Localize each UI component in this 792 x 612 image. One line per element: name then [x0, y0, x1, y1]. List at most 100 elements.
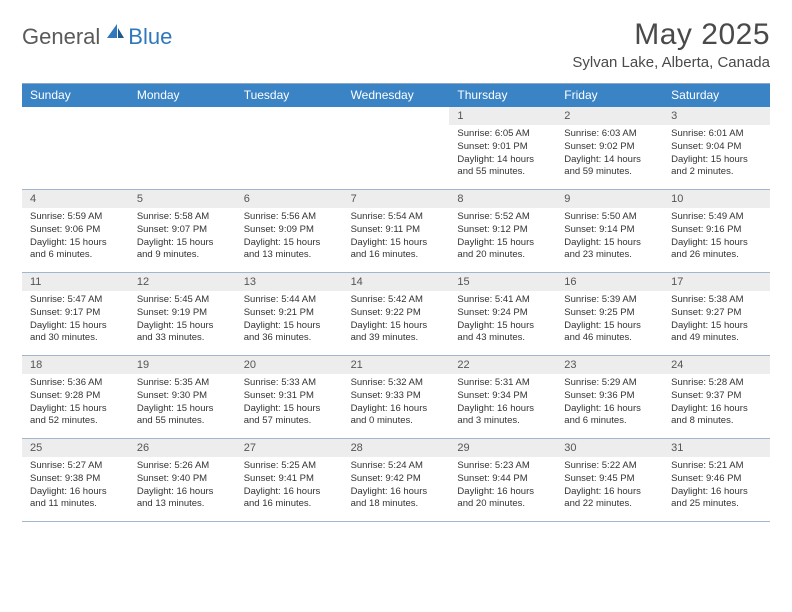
sunrise-text: Sunrise: 5:59 AM: [30, 211, 123, 224]
day-number: 7: [343, 190, 450, 208]
sunrise-text: Sunrise: 5:44 AM: [244, 294, 337, 307]
sunset-text: Sunset: 9:06 PM: [30, 224, 123, 237]
daylight-text: Daylight: 16 hours and 0 minutes.: [351, 403, 444, 429]
daylight-text: Daylight: 15 hours and 46 minutes.: [564, 320, 657, 346]
calendar-week-row: 18Sunrise: 5:36 AMSunset: 9:28 PMDayligh…: [22, 356, 770, 439]
sunrise-text: Sunrise: 5:52 AM: [457, 211, 550, 224]
sunset-text: Sunset: 9:34 PM: [457, 390, 550, 403]
day-number: 28: [343, 439, 450, 457]
calendar-day-cell: [129, 107, 236, 189]
calendar-day-cell: 4Sunrise: 5:59 AMSunset: 9:06 PMDaylight…: [22, 190, 129, 272]
day-number: 14: [343, 273, 450, 291]
day-number: 9: [556, 190, 663, 208]
daylight-text: Daylight: 16 hours and 16 minutes.: [244, 486, 337, 512]
daylight-text: Daylight: 16 hours and 18 minutes.: [351, 486, 444, 512]
sunrise-text: Sunrise: 5:47 AM: [30, 294, 123, 307]
day-details: Sunrise: 5:36 AMSunset: 9:28 PMDaylight:…: [22, 374, 129, 432]
calendar-day-cell: 14Sunrise: 5:42 AMSunset: 9:22 PMDayligh…: [343, 273, 450, 355]
daylight-text: Daylight: 16 hours and 3 minutes.: [457, 403, 550, 429]
daylight-text: Daylight: 16 hours and 6 minutes.: [564, 403, 657, 429]
sunset-text: Sunset: 9:24 PM: [457, 307, 550, 320]
day-details: Sunrise: 5:35 AMSunset: 9:30 PMDaylight:…: [129, 374, 236, 432]
day-details: Sunrise: 5:22 AMSunset: 9:45 PMDaylight:…: [556, 457, 663, 515]
day-number: 2: [556, 107, 663, 125]
daylight-text: Daylight: 15 hours and 33 minutes.: [137, 320, 230, 346]
day-details: Sunrise: 5:31 AMSunset: 9:34 PMDaylight:…: [449, 374, 556, 432]
weekday-header: Thursday: [449, 84, 556, 107]
sunset-text: Sunset: 9:16 PM: [671, 224, 764, 237]
daylight-text: Daylight: 15 hours and 43 minutes.: [457, 320, 550, 346]
calendar-day-cell: 18Sunrise: 5:36 AMSunset: 9:28 PMDayligh…: [22, 356, 129, 438]
day-details: Sunrise: 6:03 AMSunset: 9:02 PMDaylight:…: [556, 125, 663, 183]
sunset-text: Sunset: 9:04 PM: [671, 141, 764, 154]
calendar-day-cell: [343, 107, 450, 189]
sunrise-text: Sunrise: 6:03 AM: [564, 128, 657, 141]
weekday-header: Tuesday: [236, 84, 343, 107]
sunrise-text: Sunrise: 5:42 AM: [351, 294, 444, 307]
sunset-text: Sunset: 9:37 PM: [671, 390, 764, 403]
day-details: Sunrise: 5:44 AMSunset: 9:21 PMDaylight:…: [236, 291, 343, 349]
day-details: Sunrise: 5:58 AMSunset: 9:07 PMDaylight:…: [129, 208, 236, 266]
sunset-text: Sunset: 9:17 PM: [30, 307, 123, 320]
sunset-text: Sunset: 9:36 PM: [564, 390, 657, 403]
sunset-text: Sunset: 9:07 PM: [137, 224, 230, 237]
daylight-text: Daylight: 15 hours and 52 minutes.: [30, 403, 123, 429]
sunset-text: Sunset: 9:14 PM: [564, 224, 657, 237]
day-number: 23: [556, 356, 663, 374]
day-details: Sunrise: 5:38 AMSunset: 9:27 PMDaylight:…: [663, 291, 770, 349]
weekday-header: Monday: [129, 84, 236, 107]
day-number: 4: [22, 190, 129, 208]
daylight-text: Daylight: 15 hours and 20 minutes.: [457, 237, 550, 263]
daylight-text: Daylight: 15 hours and 39 minutes.: [351, 320, 444, 346]
calendar-day-cell: 19Sunrise: 5:35 AMSunset: 9:30 PMDayligh…: [129, 356, 236, 438]
daylight-text: Daylight: 15 hours and 57 minutes.: [244, 403, 337, 429]
sunset-text: Sunset: 9:31 PM: [244, 390, 337, 403]
day-number: 26: [129, 439, 236, 457]
sunset-text: Sunset: 9:09 PM: [244, 224, 337, 237]
daylight-text: Daylight: 16 hours and 8 minutes.: [671, 403, 764, 429]
day-number: 25: [22, 439, 129, 457]
sunset-text: Sunset: 9:30 PM: [137, 390, 230, 403]
day-number: 15: [449, 273, 556, 291]
day-number: 1: [449, 107, 556, 125]
daylight-text: Daylight: 15 hours and 2 minutes.: [671, 154, 764, 180]
brand-text-general: General: [22, 24, 100, 50]
day-number: 20: [236, 356, 343, 374]
sunrise-text: Sunrise: 5:56 AM: [244, 211, 337, 224]
sunset-text: Sunset: 9:02 PM: [564, 141, 657, 154]
calendar-week-row: 1Sunrise: 6:05 AMSunset: 9:01 PMDaylight…: [22, 107, 770, 190]
day-details: Sunrise: 5:23 AMSunset: 9:44 PMDaylight:…: [449, 457, 556, 515]
sunset-text: Sunset: 9:40 PM: [137, 473, 230, 486]
day-details: Sunrise: 5:32 AMSunset: 9:33 PMDaylight:…: [343, 374, 450, 432]
calendar-day-cell: 7Sunrise: 5:54 AMSunset: 9:11 PMDaylight…: [343, 190, 450, 272]
sunrise-text: Sunrise: 5:31 AM: [457, 377, 550, 390]
calendar-day-cell: 25Sunrise: 5:27 AMSunset: 9:38 PMDayligh…: [22, 439, 129, 521]
day-details: Sunrise: 5:54 AMSunset: 9:11 PMDaylight:…: [343, 208, 450, 266]
day-number: 16: [556, 273, 663, 291]
title-block: May 2025 Sylvan Lake, Alberta, Canada: [572, 18, 770, 71]
sunrise-text: Sunrise: 5:26 AM: [137, 460, 230, 473]
sunrise-text: Sunrise: 5:22 AM: [564, 460, 657, 473]
day-details: Sunrise: 6:05 AMSunset: 9:01 PMDaylight:…: [449, 125, 556, 183]
sunrise-text: Sunrise: 5:36 AM: [30, 377, 123, 390]
day-details: Sunrise: 6:01 AMSunset: 9:04 PMDaylight:…: [663, 125, 770, 183]
sunrise-text: Sunrise: 5:27 AM: [30, 460, 123, 473]
calendar-day-cell: 29Sunrise: 5:23 AMSunset: 9:44 PMDayligh…: [449, 439, 556, 521]
day-details: Sunrise: 5:21 AMSunset: 9:46 PMDaylight:…: [663, 457, 770, 515]
calendar-day-cell: 3Sunrise: 6:01 AMSunset: 9:04 PMDaylight…: [663, 107, 770, 189]
daylight-text: Daylight: 15 hours and 9 minutes.: [137, 237, 230, 263]
brand-logo: General Blue: [22, 24, 172, 50]
sail-icon: [104, 22, 126, 47]
daylight-text: Daylight: 15 hours and 36 minutes.: [244, 320, 337, 346]
calendar-day-cell: [236, 107, 343, 189]
day-number: 5: [129, 190, 236, 208]
day-number: 13: [236, 273, 343, 291]
day-number: 8: [449, 190, 556, 208]
calendar-day-cell: 5Sunrise: 5:58 AMSunset: 9:07 PMDaylight…: [129, 190, 236, 272]
sunset-text: Sunset: 9:41 PM: [244, 473, 337, 486]
sunrise-text: Sunrise: 5:58 AM: [137, 211, 230, 224]
sunset-text: Sunset: 9:45 PM: [564, 473, 657, 486]
day-details: Sunrise: 5:45 AMSunset: 9:19 PMDaylight:…: [129, 291, 236, 349]
calendar-day-cell: 26Sunrise: 5:26 AMSunset: 9:40 PMDayligh…: [129, 439, 236, 521]
sunset-text: Sunset: 9:46 PM: [671, 473, 764, 486]
